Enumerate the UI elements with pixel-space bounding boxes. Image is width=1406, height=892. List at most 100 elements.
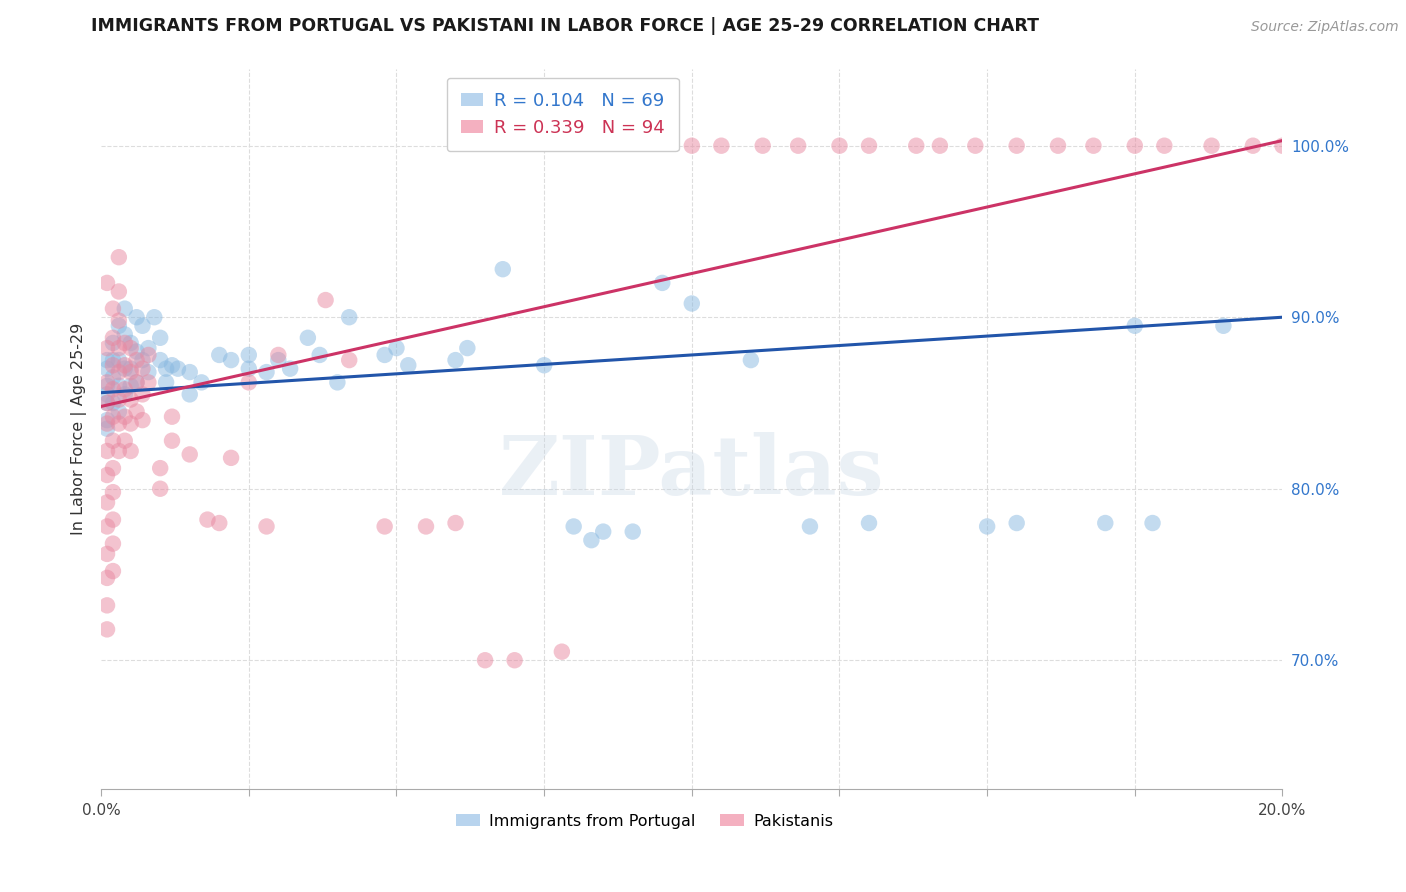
Point: [267, 348, 290, 362]
Point: [474, 653, 496, 667]
Point: [1083, 138, 1105, 153]
Point: [267, 353, 290, 368]
Point: [208, 348, 231, 362]
Point: [108, 353, 131, 368]
Point: [131, 361, 153, 376]
Point: [592, 524, 614, 539]
Point: [96, 623, 118, 637]
Point: [120, 365, 142, 379]
Point: [681, 138, 703, 153]
Point: [108, 313, 131, 327]
Point: [101, 409, 124, 424]
Point: [96, 519, 118, 533]
Point: [385, 341, 408, 355]
Point: [928, 138, 950, 153]
Point: [1142, 516, 1164, 530]
Point: [101, 301, 124, 316]
Point: [444, 516, 467, 530]
Point: [219, 450, 242, 465]
Point: [149, 482, 172, 496]
Point: [256, 519, 278, 533]
Point: [149, 353, 172, 368]
Point: [681, 296, 703, 310]
Text: IMMIGRANTS FROM PORTUGAL VS PAKISTANI IN LABOR FORCE | AGE 25-29 CORRELATION CHA: IMMIGRANTS FROM PORTUGAL VS PAKISTANI IN…: [91, 17, 1039, 35]
Point: [533, 358, 555, 372]
Point: [828, 138, 851, 153]
Point: [101, 434, 124, 448]
Point: [155, 376, 177, 390]
Point: [444, 353, 467, 368]
Point: [96, 413, 118, 427]
Point: [96, 341, 118, 355]
Point: [976, 519, 998, 533]
Point: [740, 353, 762, 368]
Point: [120, 417, 142, 431]
Point: [858, 516, 880, 530]
Point: [108, 404, 131, 418]
Point: [1123, 318, 1146, 333]
Point: [1212, 318, 1234, 333]
Point: [138, 376, 160, 390]
Point: [315, 293, 337, 307]
Point: [101, 335, 124, 350]
Point: [621, 524, 644, 539]
Point: [858, 138, 880, 153]
Point: [120, 444, 142, 458]
Point: [96, 361, 118, 376]
Point: [101, 536, 124, 550]
Point: [710, 138, 733, 153]
Point: [96, 468, 118, 483]
Point: [120, 392, 142, 407]
Point: [1047, 138, 1070, 153]
Y-axis label: In Labor Force | Age 25-29: In Labor Force | Age 25-29: [72, 323, 87, 535]
Point: [131, 413, 153, 427]
Point: [160, 409, 183, 424]
Point: [308, 348, 330, 362]
Point: [1123, 138, 1146, 153]
Point: [101, 513, 124, 527]
Point: [238, 376, 260, 390]
Point: [96, 276, 118, 290]
Point: [125, 404, 148, 418]
Point: [125, 376, 148, 390]
Point: [101, 331, 124, 345]
Point: [114, 409, 136, 424]
Point: [179, 387, 201, 401]
Point: [96, 353, 118, 368]
Point: [131, 387, 153, 401]
Point: [562, 519, 585, 533]
Point: [108, 341, 131, 355]
Point: [125, 376, 148, 390]
Point: [167, 361, 190, 376]
Point: [456, 341, 478, 355]
Point: [1201, 138, 1223, 153]
Point: [101, 382, 124, 396]
Point: [160, 434, 183, 448]
Point: [179, 365, 201, 379]
Point: [114, 382, 136, 396]
Point: [143, 310, 166, 325]
Point: [905, 138, 928, 153]
Point: [787, 138, 810, 153]
Point: [114, 361, 136, 376]
Point: [114, 301, 136, 316]
Point: [651, 276, 673, 290]
Point: [799, 519, 821, 533]
Point: [256, 365, 278, 379]
Point: [108, 250, 131, 264]
Point: [108, 444, 131, 458]
Point: [108, 392, 131, 407]
Point: [1271, 138, 1294, 153]
Point: [581, 533, 603, 548]
Point: [131, 318, 153, 333]
Point: [278, 361, 301, 376]
Point: [1094, 516, 1116, 530]
Point: [108, 285, 131, 299]
Point: [551, 645, 574, 659]
Point: [101, 485, 124, 500]
Text: Source: ZipAtlas.com: Source: ZipAtlas.com: [1251, 21, 1399, 34]
Point: [120, 379, 142, 393]
Point: [96, 599, 118, 613]
Point: [337, 310, 360, 325]
Point: [101, 396, 124, 410]
